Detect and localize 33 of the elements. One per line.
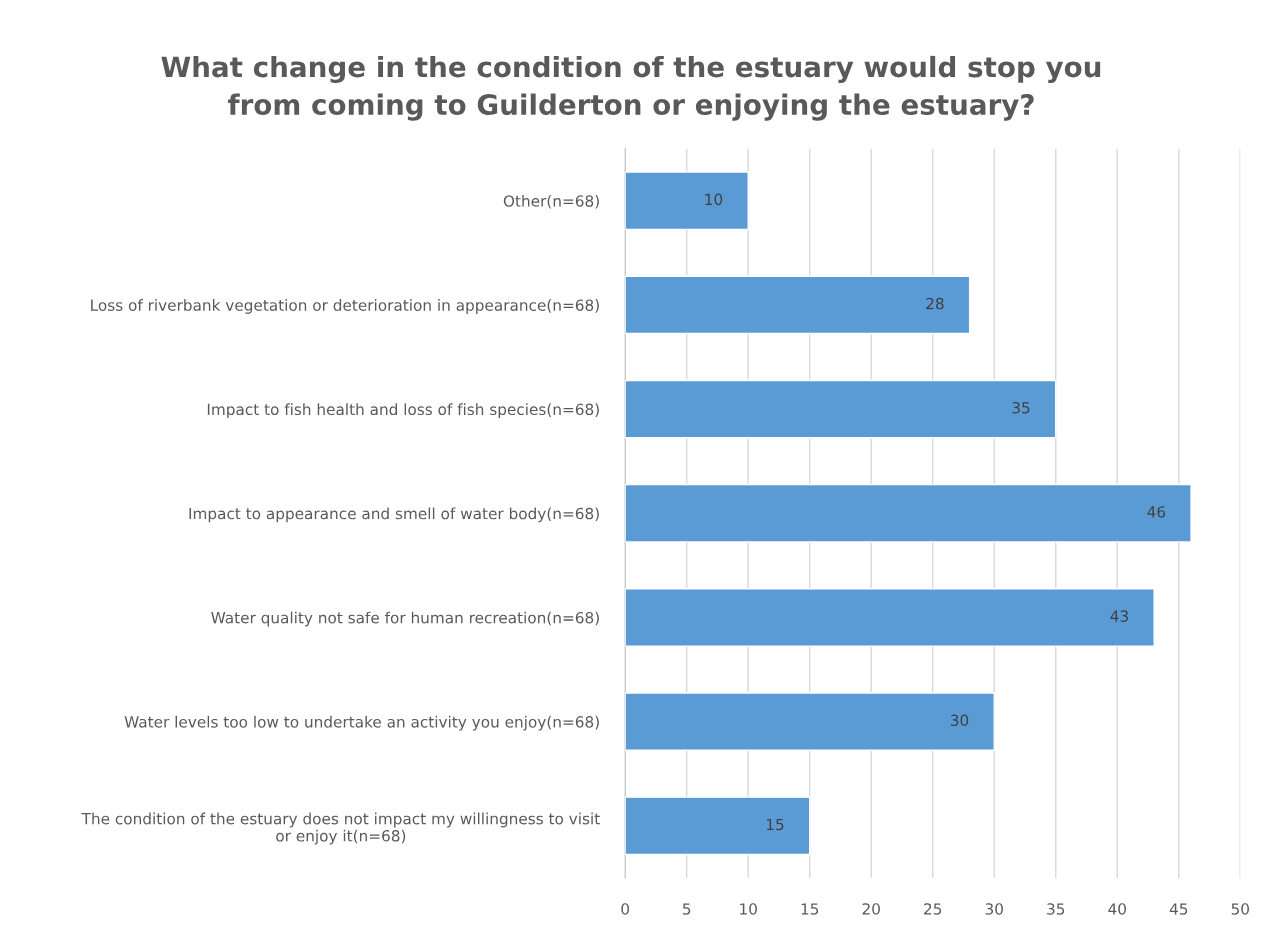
chart-title: What change in the condition of the estuary would stop you from coming to Guilderton or enjoying the estuary? bbox=[161, 55, 1101, 121]
bar bbox=[625, 379, 1057, 439]
data-label: 46 bbox=[1147, 506, 1166, 518]
y-tick-label: Water quality not safe for human recreation(n=68) bbox=[211, 611, 599, 627]
y-tick-label: Loss of riverbank vegetation or deterioration in appearance(n=68) bbox=[91, 299, 599, 314]
x-tick-label: 50 bbox=[1231, 903, 1249, 915]
x-tick-label: 20 bbox=[862, 903, 880, 915]
x-tick-label: 15 bbox=[801, 903, 819, 915]
bar bbox=[625, 171, 749, 231]
bar bbox=[625, 796, 811, 856]
x-tick-label: 45 bbox=[1169, 903, 1188, 915]
x-tick-label: 0 bbox=[621, 903, 630, 915]
x-tick-label: 25 bbox=[924, 903, 942, 915]
data-label: 10 bbox=[705, 193, 723, 206]
data-label: 30 bbox=[950, 714, 969, 727]
y-tick-label: Impact to fish health and loss of fish species(n=68) bbox=[207, 403, 599, 419]
x-tick-label: 30 bbox=[985, 903, 1003, 915]
bar bbox=[625, 483, 1192, 543]
x-tick-label: 35 bbox=[1047, 903, 1065, 915]
data-label: 35 bbox=[1012, 401, 1030, 414]
data-label: 15 bbox=[766, 818, 784, 831]
x-tick-label: 5 bbox=[683, 903, 691, 915]
data-label: 43 bbox=[1110, 610, 1128, 622]
y-tick-label: The condition of the estuary does not impact my willingness to visit or enjoy it(n=68) bbox=[81, 812, 600, 845]
x-tick-label: 40 bbox=[1108, 903, 1126, 915]
y-tick-label: Water levels too low to undertake an activity you enjoy(n=68) bbox=[124, 715, 599, 731]
data-label: 28 bbox=[926, 297, 944, 310]
bar bbox=[625, 275, 971, 335]
bar bbox=[625, 692, 995, 751]
bar bbox=[625, 588, 1155, 647]
x-tick-label: 10 bbox=[740, 903, 757, 915]
y-tick-label: Impact to appearance and smell of water body(n=68) bbox=[189, 507, 599, 523]
y-tick-label: Other(n=68) bbox=[503, 194, 599, 209]
